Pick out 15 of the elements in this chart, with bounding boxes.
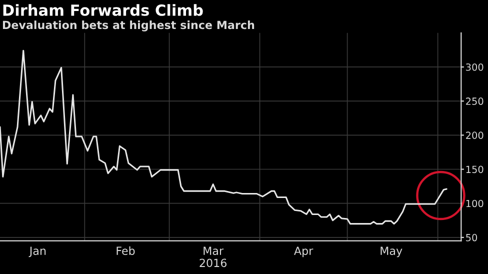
y-tick-label: 250 [466, 98, 484, 105]
chart-title: Dirham Forwards Climb [3, 4, 203, 16]
x-tick-label: Mar [204, 246, 224, 255]
y-tick-label: 100 [466, 200, 484, 208]
y-tick-label: 50 [466, 234, 478, 242]
line-series [0, 50, 448, 225]
x-tick-label: Apr [294, 246, 314, 258]
y-tick-label: 300 [466, 63, 484, 71]
x-tick-label: Jan [28, 246, 46, 258]
chart-subtitle: Devaluation bets at highest since March [2, 20, 254, 32]
x-axis-title: 2016 [200, 258, 227, 268]
x-tick-label: May [380, 246, 402, 258]
x-tick-label: Feb [116, 246, 135, 255]
y-tick-label: 200 [466, 132, 484, 139]
y-tick-label: 150 [466, 166, 484, 174]
